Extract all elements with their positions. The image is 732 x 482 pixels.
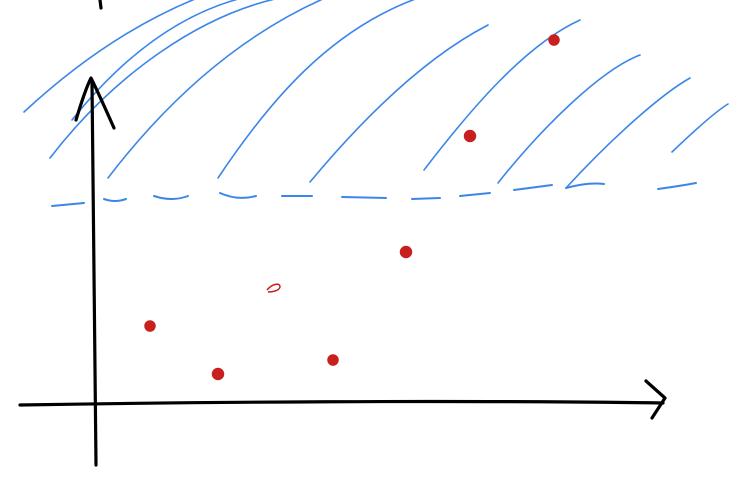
threshold-dash bbox=[513, 184, 553, 191]
threshold-dash bbox=[103, 198, 127, 202]
data-point bbox=[144, 320, 156, 332]
x-axis-arrowhead bbox=[644, 379, 667, 420]
hatch-line bbox=[423, 19, 581, 171]
threshold-dash bbox=[657, 182, 697, 190]
hatch-line bbox=[671, 103, 729, 153]
shaded-region-hatching bbox=[23, 0, 729, 189]
x-axis bbox=[18, 399, 665, 407]
data-point bbox=[266, 283, 281, 293]
threshold-dash bbox=[51, 202, 85, 207]
hatch-line bbox=[565, 77, 691, 189]
data-point bbox=[327, 354, 339, 366]
threshold-dash bbox=[411, 197, 441, 200]
data-point bbox=[548, 34, 560, 46]
axis-stroke-fragment bbox=[98, 0, 103, 10]
threshold-dash bbox=[153, 195, 189, 200]
data-point bbox=[211, 367, 225, 381]
hatch-line bbox=[107, 0, 323, 179]
hatch-line bbox=[217, 0, 416, 179]
hatch-line bbox=[309, 24, 489, 183]
threshold-dash bbox=[459, 192, 491, 197]
axes bbox=[18, 0, 667, 467]
threshold-dash bbox=[341, 196, 387, 199]
threshold-line bbox=[51, 182, 697, 207]
hatch-line bbox=[497, 54, 641, 184]
threshold-dash bbox=[565, 182, 605, 189]
hatch-line bbox=[49, 0, 275, 159]
data-point bbox=[463, 129, 477, 143]
data-point bbox=[399, 245, 413, 259]
y-axis-arrowhead bbox=[74, 76, 116, 130]
y-axis bbox=[90, 80, 98, 467]
threshold-dash bbox=[219, 192, 257, 199]
data-points bbox=[144, 34, 560, 381]
hatch-line bbox=[23, 0, 195, 113]
